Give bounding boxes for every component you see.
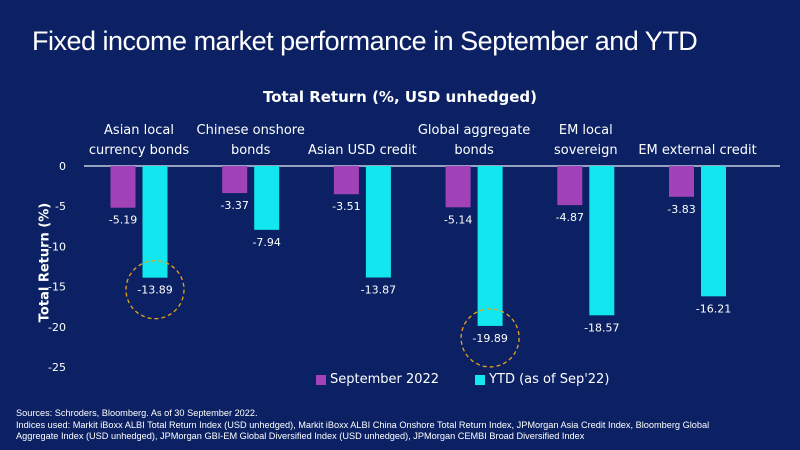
- bar-ytd: [365, 166, 391, 278]
- category-label: currency bonds: [89, 143, 189, 158]
- chart-title: Total Return (%, USD unhedged): [263, 88, 537, 106]
- data-label: -18.57: [584, 321, 619, 334]
- indices-text-1: Indices used: Markit iBoxx ALBI Total Re…: [16, 419, 710, 430]
- sources-text: Sources: Schroders, Bloomberg. As of 30 …: [16, 408, 258, 418]
- bar-ytd: [254, 166, 280, 230]
- bar-september: [333, 166, 359, 195]
- footnote: Sources: Schroders, Bloomberg. As of 30 …: [16, 408, 709, 443]
- y-tick-label: 0: [59, 160, 66, 173]
- data-label: -3.37: [220, 199, 248, 212]
- y-tick-label: -15: [48, 281, 66, 294]
- y-tick-label: -10: [48, 240, 66, 253]
- bar-ytd: [589, 166, 615, 316]
- data-label: -13.89: [137, 284, 172, 297]
- highlight-circle: [460, 308, 520, 368]
- y-tick-label: -20: [48, 321, 66, 334]
- legend-swatch: [475, 374, 486, 385]
- y-tick-label: -25: [48, 361, 66, 374]
- category-label: Asian local: [104, 123, 174, 138]
- data-label: -4.87: [556, 211, 584, 224]
- legend-item-ytd: YTD (as of Sep'22): [475, 372, 609, 387]
- category-label: Chinese onshore: [197, 123, 305, 138]
- slide-title: Fixed income market performance in Septe…: [32, 26, 698, 56]
- bar-september: [557, 166, 583, 206]
- category-label: EM local: [559, 123, 613, 138]
- bar-september: [222, 166, 248, 194]
- y-tick-label: -5: [55, 200, 66, 213]
- category-label: EM external credit: [638, 143, 756, 158]
- bar-ytd: [477, 166, 503, 326]
- legend: September 2022 YTD (as of Sep'22): [316, 372, 609, 387]
- data-label: -7.94: [252, 236, 280, 249]
- bar-ytd: [142, 166, 168, 278]
- category-label: bonds: [454, 143, 494, 158]
- data-label: -5.19: [109, 214, 137, 227]
- data-label: -13.87: [361, 284, 396, 297]
- legend-label: September 2022: [330, 372, 440, 387]
- indices-text-2: Aggregate Index (USD unhedged), JPMorgan…: [16, 431, 585, 441]
- legend-label: YTD (as of Sep'22): [489, 372, 610, 387]
- data-label: -19.89: [472, 332, 507, 345]
- bar-september: [445, 166, 471, 208]
- data-label: -5.14: [444, 213, 472, 226]
- data-label: -16.21: [696, 302, 731, 315]
- legend-swatch: [316, 374, 326, 385]
- category-label: bonds: [231, 143, 271, 158]
- bar-ytd: [701, 166, 726, 297]
- category-label: Asian USD credit: [308, 143, 417, 158]
- category-label: Global aggregate: [418, 123, 530, 138]
- bar-september: [110, 166, 136, 208]
- category-label: sovereign: [554, 143, 618, 158]
- data-label: -3.51: [332, 200, 360, 213]
- data-label: -3.83: [667, 203, 695, 216]
- legend-item-september: September 2022: [316, 372, 439, 387]
- highlight-circle: [125, 260, 185, 320]
- bar-september: [669, 166, 694, 197]
